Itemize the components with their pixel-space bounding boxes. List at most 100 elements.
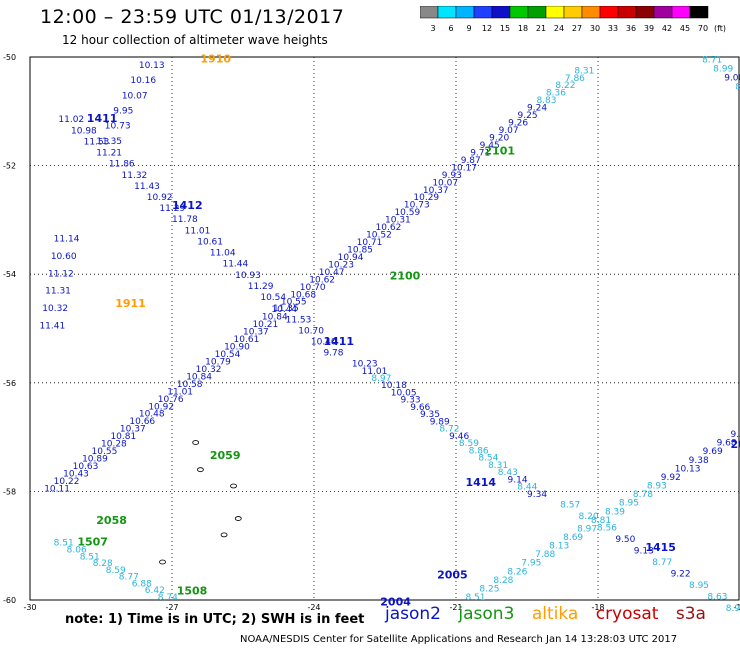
swh-value: 8.95 bbox=[689, 581, 709, 591]
chart-subtitle: 12 hour collection of altimeter wave hei… bbox=[62, 33, 328, 47]
swh-value: 10.37 bbox=[120, 425, 146, 435]
swh-value: 11.01 bbox=[185, 226, 211, 236]
swh-value: 8.43 bbox=[498, 468, 518, 478]
swh-value: 8.54 bbox=[478, 454, 498, 464]
x-tick-label: -27 bbox=[165, 603, 178, 612]
swh-value: 8.36 bbox=[546, 89, 566, 99]
swh-value: 6.42 bbox=[145, 586, 165, 596]
swh-value: 8.59 bbox=[106, 566, 126, 576]
legend-altika: altika bbox=[531, 604, 579, 624]
swh-value: 6.88 bbox=[132, 579, 152, 589]
pass-time-label: 1412 bbox=[172, 199, 203, 212]
swh-value: 9.50 bbox=[615, 535, 635, 545]
pass-time-label: 20 bbox=[731, 438, 740, 451]
swh-value: 10.29 bbox=[413, 193, 439, 203]
swh-value: 9.33 bbox=[401, 396, 421, 406]
swh-value: 10.48 bbox=[139, 410, 165, 420]
colorbar-label: 27 bbox=[572, 24, 582, 33]
swh-value: 10.92 bbox=[148, 402, 174, 412]
swh-value: 10.68 bbox=[290, 290, 316, 300]
swh-value: 10.11 bbox=[44, 484, 70, 494]
swh-value: 7.95 bbox=[521, 559, 541, 569]
swh-value: 9.78 bbox=[323, 349, 343, 359]
x-tick-label: -30 bbox=[23, 603, 36, 612]
swh-value: 9.45 bbox=[480, 141, 500, 151]
x-tick-label: -18 bbox=[591, 603, 604, 612]
swh-value: 9.26 bbox=[508, 119, 528, 129]
island-outline bbox=[220, 532, 228, 538]
swh-value: 11.14 bbox=[54, 235, 80, 245]
swh-value: 10.43 bbox=[63, 469, 89, 479]
swh-value: 10.81 bbox=[110, 432, 136, 442]
pass-time-label: 1411 bbox=[87, 112, 118, 125]
swh-value: 10.37 bbox=[243, 328, 269, 338]
swh-value: 8.9 bbox=[726, 604, 740, 614]
swh-value: 11.01 bbox=[167, 387, 193, 397]
pass-time-label: 2004 bbox=[380, 595, 411, 608]
swh-value: 10.07 bbox=[432, 178, 458, 188]
swh-value: 10.58 bbox=[177, 380, 203, 390]
swh-value: 9.07 bbox=[499, 126, 519, 136]
swh-value: 8.13 bbox=[549, 542, 569, 552]
footnote: note: 1) Time is in UTC; 2) SWH is in fe… bbox=[65, 612, 365, 627]
pass-time-label: 1411 bbox=[323, 335, 354, 348]
legend-s3a: s3a bbox=[675, 604, 706, 624]
swh-value: 10.17 bbox=[451, 163, 477, 173]
swh-value: 10.13 bbox=[675, 464, 701, 474]
plot-frame bbox=[29, 56, 740, 601]
swh-value: 8.78 bbox=[633, 490, 653, 500]
swh-value: 10.47 bbox=[319, 268, 345, 278]
swh-value: 11.53 bbox=[286, 315, 312, 325]
swh-value: 8.06 bbox=[67, 545, 87, 555]
swh-value: 8.57 bbox=[560, 501, 580, 511]
swh-value: 9.08 bbox=[724, 74, 740, 84]
swh-value: 8.28 bbox=[93, 559, 113, 569]
swh-value: 10.21 bbox=[252, 320, 278, 330]
swh-value: 10.89 bbox=[82, 455, 108, 465]
colorbar-label: 45 bbox=[680, 24, 690, 33]
swh-value: 10.63 bbox=[73, 462, 99, 472]
colorbar-label: 33 bbox=[608, 24, 618, 33]
swh-value: 8.56 bbox=[597, 524, 617, 534]
colorbar-label: 15 bbox=[500, 24, 510, 33]
swh-value: 10.40 bbox=[311, 338, 337, 348]
swh-value: 11.78 bbox=[172, 215, 198, 225]
y-tick-label: -56 bbox=[3, 379, 16, 388]
island-outline bbox=[192, 440, 200, 445]
swh-value: 11.01 bbox=[362, 367, 388, 377]
swh-value: 10.07 bbox=[122, 91, 148, 101]
swh-value: 10.32 bbox=[42, 304, 68, 314]
satellite-legend: jason2 jason3 altika cryosat s3a bbox=[385, 604, 718, 624]
swh-value: 10.54 bbox=[215, 350, 241, 360]
swh-value: 10.93 bbox=[235, 271, 261, 281]
swh-value: 10.62 bbox=[309, 275, 335, 285]
colorbar-label: 42 bbox=[662, 24, 672, 33]
swh-value: 10.54 bbox=[260, 293, 286, 303]
swh-value: 7.88 bbox=[535, 550, 555, 560]
swh-value: 10.55 bbox=[92, 447, 118, 457]
colorbar-label: 3 bbox=[430, 24, 435, 33]
island-outline bbox=[196, 467, 204, 473]
swh-value: 9.20 bbox=[489, 133, 509, 143]
swh-value: 8.28 bbox=[493, 576, 513, 586]
colorbar-label: 18 bbox=[518, 24, 528, 33]
swh-value: 8.77 bbox=[652, 558, 672, 568]
swh-value: 9.35 bbox=[420, 410, 440, 420]
swh-value: 9.69 bbox=[703, 447, 723, 457]
swh-value: 11.43 bbox=[134, 182, 160, 192]
swh-value: 10.70 bbox=[298, 326, 324, 336]
pass-time-label: 2005 bbox=[437, 568, 468, 581]
swh-value: 9.14 bbox=[508, 475, 528, 485]
swh-value: 8.51 bbox=[465, 593, 485, 603]
swh-value: 8.44 bbox=[517, 483, 537, 493]
swh-value: 8.51 bbox=[80, 552, 100, 562]
swh-value: 10.59 bbox=[394, 208, 420, 218]
island-outline bbox=[234, 516, 242, 521]
swh-value: 7.86 bbox=[565, 74, 585, 84]
swh-value: 11.21 bbox=[96, 149, 122, 159]
y-tick-label: -54 bbox=[3, 270, 16, 279]
swh-value: 10.13 bbox=[139, 61, 165, 71]
swh-value: 10.79 bbox=[205, 357, 231, 367]
pass-time-label: 1415 bbox=[645, 541, 676, 554]
swh-value: 10.28 bbox=[101, 440, 127, 450]
